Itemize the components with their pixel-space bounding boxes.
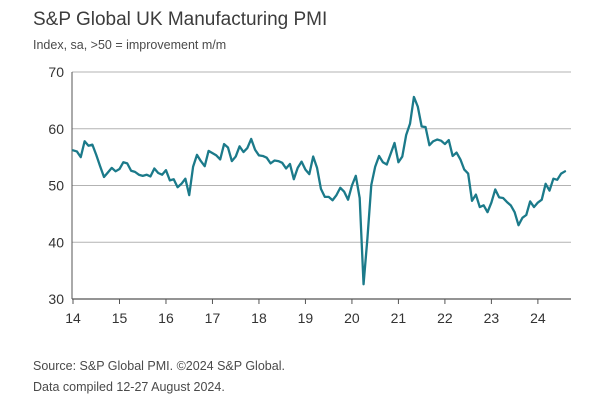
x-axis-ticks: 14 15 16 17 18 19 20 21 22 23 24 — [65, 299, 546, 326]
x-tick-label-17: 17 — [205, 310, 221, 326]
data-compiled-note: Data compiled 12-27 August 2024. — [33, 380, 225, 394]
chart-title: S&P Global UK Manufacturing PMI — [33, 9, 328, 30]
x-tick-label-20: 20 — [344, 310, 360, 326]
series-layer — [71, 95, 567, 286]
x-tick-label-15: 15 — [112, 310, 128, 326]
x-tick-label-23: 23 — [484, 310, 500, 326]
y-tick-label-60: 60 — [48, 121, 64, 137]
x-tick-label-16: 16 — [158, 310, 174, 326]
chart-subtitle: Index, sa, >50 = improvement m/m — [33, 38, 227, 52]
x-tick-label-21: 21 — [391, 310, 407, 326]
x-tick-label-24: 24 — [530, 310, 546, 326]
source-note: Source: S&P Global PMI. ©2024 S&P Global… — [33, 359, 285, 373]
x-tick-label-18: 18 — [251, 310, 267, 326]
y-axis-ticks: 30 40 50 60 70 — [48, 64, 64, 307]
y-tick-label-50: 50 — [48, 178, 64, 194]
gridlines — [71, 71, 571, 300]
x-tick-label-22: 22 — [437, 310, 453, 326]
y-tick-label-40: 40 — [48, 234, 64, 250]
x-tick-label-19: 19 — [298, 310, 314, 326]
x-tick-label-14: 14 — [65, 310, 81, 326]
y-tick-label-30: 30 — [48, 291, 64, 307]
pmi-series-line — [71, 95, 567, 286]
y-tick-label-70: 70 — [48, 64, 64, 80]
